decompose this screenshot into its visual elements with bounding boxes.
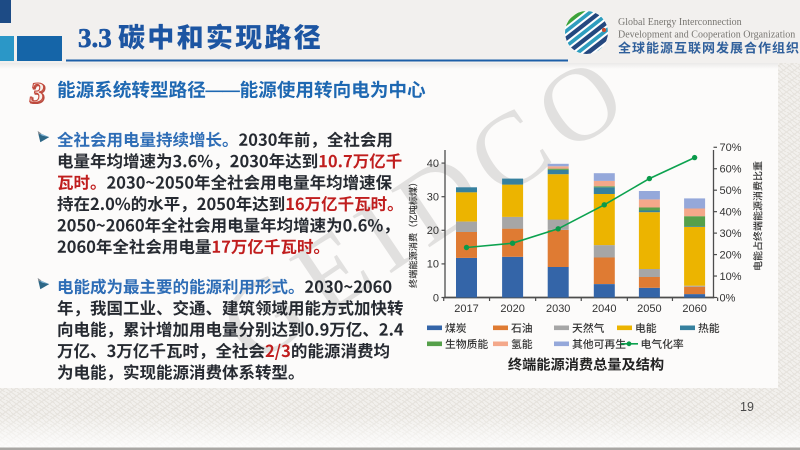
svg-text:2050: 2050 (637, 303, 661, 315)
svg-text:2040: 2040 (592, 303, 616, 315)
svg-text:2060: 2060 (682, 303, 706, 315)
svg-text:3.3: 3.3 (78, 23, 112, 53)
svg-text:30: 30 (427, 192, 439, 204)
svg-text:Global Energy Interconnection: Global Energy Interconnection (618, 17, 742, 28)
svg-text:30%: 30% (720, 228, 742, 240)
svg-text:2017: 2017 (454, 303, 478, 315)
svg-text:20%: 20% (720, 249, 742, 261)
svg-text:70%: 70% (720, 142, 742, 154)
svg-text:40%: 40% (720, 206, 742, 218)
svg-text:Development and Cooperation Or: Development and Cooperation Organization (618, 30, 795, 41)
svg-text:40: 40 (427, 158, 439, 170)
svg-text:0%: 0% (720, 292, 736, 304)
svg-text:3: 3 (30, 78, 46, 110)
svg-text:60%: 60% (720, 164, 742, 176)
svg-text:0: 0 (433, 292, 439, 304)
svg-text:20: 20 (427, 225, 439, 237)
svg-text:19: 19 (740, 400, 754, 414)
svg-text:2030: 2030 (546, 303, 570, 315)
svg-text:3: 3 (29, 77, 45, 109)
svg-text:10: 10 (427, 259, 439, 271)
svg-text:10%: 10% (720, 271, 742, 283)
svg-text:50%: 50% (720, 185, 742, 197)
svg-text:2020: 2020 (500, 303, 524, 315)
